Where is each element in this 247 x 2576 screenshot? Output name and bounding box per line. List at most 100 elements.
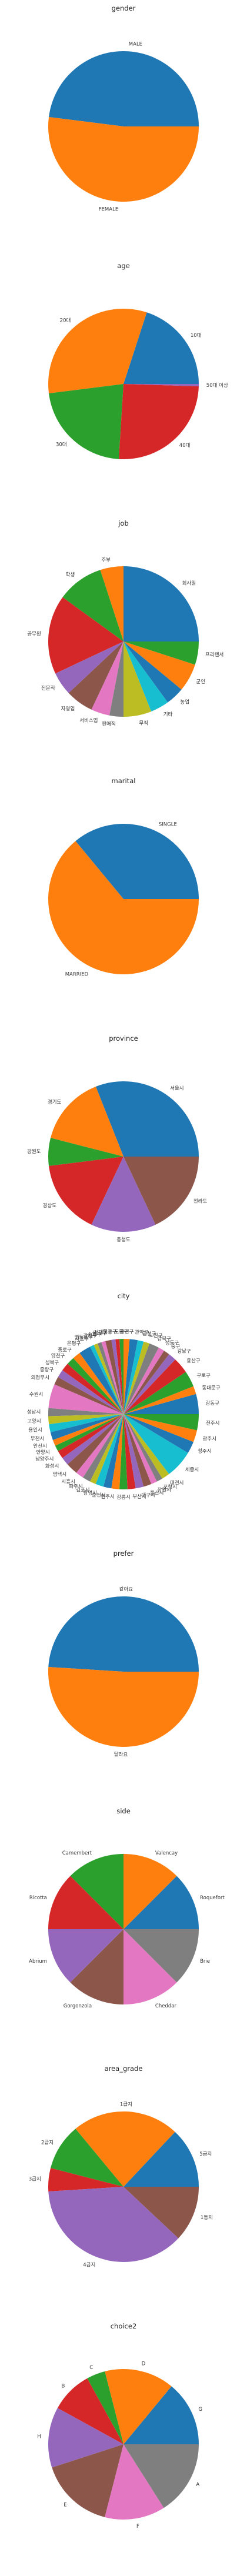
pie-slice [124, 1929, 199, 1983]
pie-slice [48, 2187, 179, 2263]
pie-slice [124, 2187, 199, 2238]
pie-slice [52, 2444, 124, 2517]
pie-chart-marital: marital SINGLE MARRIED [48, 777, 199, 977]
pie-slice [67, 1414, 124, 1473]
pie-slice [124, 1414, 136, 1489]
slice-label: A [196, 2482, 199, 2488]
pie-chart-area-grade: area_grade 5급지 1급지 2급지 3급지 4급지 1등지 [29, 2064, 213, 2268]
slice-label: 같아요 [119, 1586, 133, 1592]
slice-label: 달라요 [114, 1752, 128, 1758]
pie-slice [124, 1414, 162, 1482]
pie-slice [124, 1351, 169, 1414]
chart-title: area_grade [105, 2064, 143, 2073]
slice-label: 강북구 [157, 1335, 171, 1342]
slice-label: 중구 [171, 1344, 181, 1350]
pie-slice [52, 1414, 124, 1446]
pie-slice [48, 1138, 124, 1167]
slice-label: 남양주시 [35, 1456, 54, 1462]
pie-slice [124, 384, 199, 387]
pie-chart-choice2: choice2 G D C B H E F A [37, 2322, 202, 2530]
pie-slice [124, 642, 195, 690]
slice-label: Gorgonzola [64, 2003, 92, 2009]
slice-label: 세종시 [185, 1467, 199, 1473]
slice-label: 청주시 [198, 1449, 211, 1455]
slice-label: 중랑구 [40, 1366, 54, 1373]
pie-slice [75, 823, 199, 899]
slice-label: 종로구 [58, 1347, 72, 1353]
pie-slice [124, 642, 182, 703]
pie-slice [75, 2111, 175, 2187]
pie-slice [70, 1929, 124, 2004]
pie-slice [76, 1414, 124, 1478]
slice-label: Abrium [29, 1959, 47, 1964]
chart-title: marital [112, 777, 136, 785]
pie-slice [124, 1341, 150, 1414]
slice-label: 성남시 [27, 1409, 41, 1415]
slice-label: 기타 [163, 711, 173, 717]
slice-label: MARRIED [65, 971, 89, 977]
pie-slice [124, 1386, 196, 1414]
pie-slice [58, 1414, 124, 1458]
slice-label: 강원도 [27, 1148, 41, 1155]
slice-label: 무직 [139, 720, 148, 726]
pie-slice [68, 642, 124, 710]
chart-title: choice2 [111, 2322, 137, 2330]
slice-label: D [142, 2361, 146, 2367]
slice-label: Brie [200, 1959, 210, 1964]
pie-slice [54, 1377, 124, 1414]
slice-label: E [64, 2503, 66, 2508]
slice-label: 안양시 [36, 1449, 49, 1455]
slice-label: 용인시 [28, 1427, 42, 1434]
slice-label: 군인 [196, 679, 205, 685]
pie-slice [124, 2444, 199, 2508]
pie-slice [124, 642, 152, 717]
slice-label: 회사원 [182, 580, 196, 586]
pie-slice [49, 1414, 124, 1432]
chart-title: side [116, 1807, 131, 1815]
slice-label: Valencay [155, 1850, 178, 1856]
slice-label: 마포구 [103, 1329, 117, 1335]
pie-slice [48, 841, 199, 974]
pie-slice [124, 566, 199, 642]
pie-chart-side: side Roquefort Valencay Camembert Ricotta Abr… [29, 1807, 225, 2009]
slice-label: 50대 이상 [206, 382, 228, 389]
pie-slice [105, 2444, 164, 2520]
slice-label: 공무원 [27, 632, 41, 637]
pie-slice [51, 2129, 124, 2187]
slice-label: Camembert [62, 1850, 92, 1856]
slice-label: 4급지 [83, 2263, 95, 2268]
slice-label: 금천구 [142, 1331, 156, 1337]
slice-label: SINGLE [159, 822, 177, 828]
slice-label: 수원시 [29, 1392, 43, 1398]
slice-label: 대구시 [141, 1493, 155, 1499]
pie-slice [49, 384, 124, 459]
pie-slice [48, 597, 124, 674]
pie-slice [55, 642, 124, 693]
slice-label: 30대 [56, 442, 67, 448]
pie-slice [48, 1929, 124, 1983]
slice-label: 고양시 [27, 1418, 41, 1424]
pie-slice [124, 642, 199, 665]
pie-slice [83, 1414, 124, 1482]
pie-slice [70, 1854, 124, 1929]
pie-slice [62, 1414, 124, 1465]
slice-label: 전주시 [206, 1420, 219, 1426]
slice-label: 영등포구 [75, 1334, 93, 1341]
pie-slice [119, 1339, 124, 1414]
slice-label: 판매직 [102, 721, 115, 727]
pie-slice [100, 566, 124, 642]
slice-label: 3급지 [29, 2177, 41, 2183]
slice-label: F [136, 2524, 139, 2530]
pie-slice [48, 116, 199, 202]
slice-label: 자영업 [61, 706, 75, 712]
slice-label: 안산시 [33, 1443, 46, 1449]
slice-label: 광명시 [84, 1489, 97, 1496]
pie-slice [48, 1408, 124, 1416]
slice-label: 부천시 [31, 1435, 44, 1442]
slice-label: 대전시 [170, 1480, 183, 1486]
slice-label: 프리랜서 [205, 651, 223, 658]
slice-label: 시흥시 [61, 1478, 75, 1485]
pie-slice [101, 1341, 124, 1414]
slice-label: 원주시 [101, 1494, 114, 1500]
